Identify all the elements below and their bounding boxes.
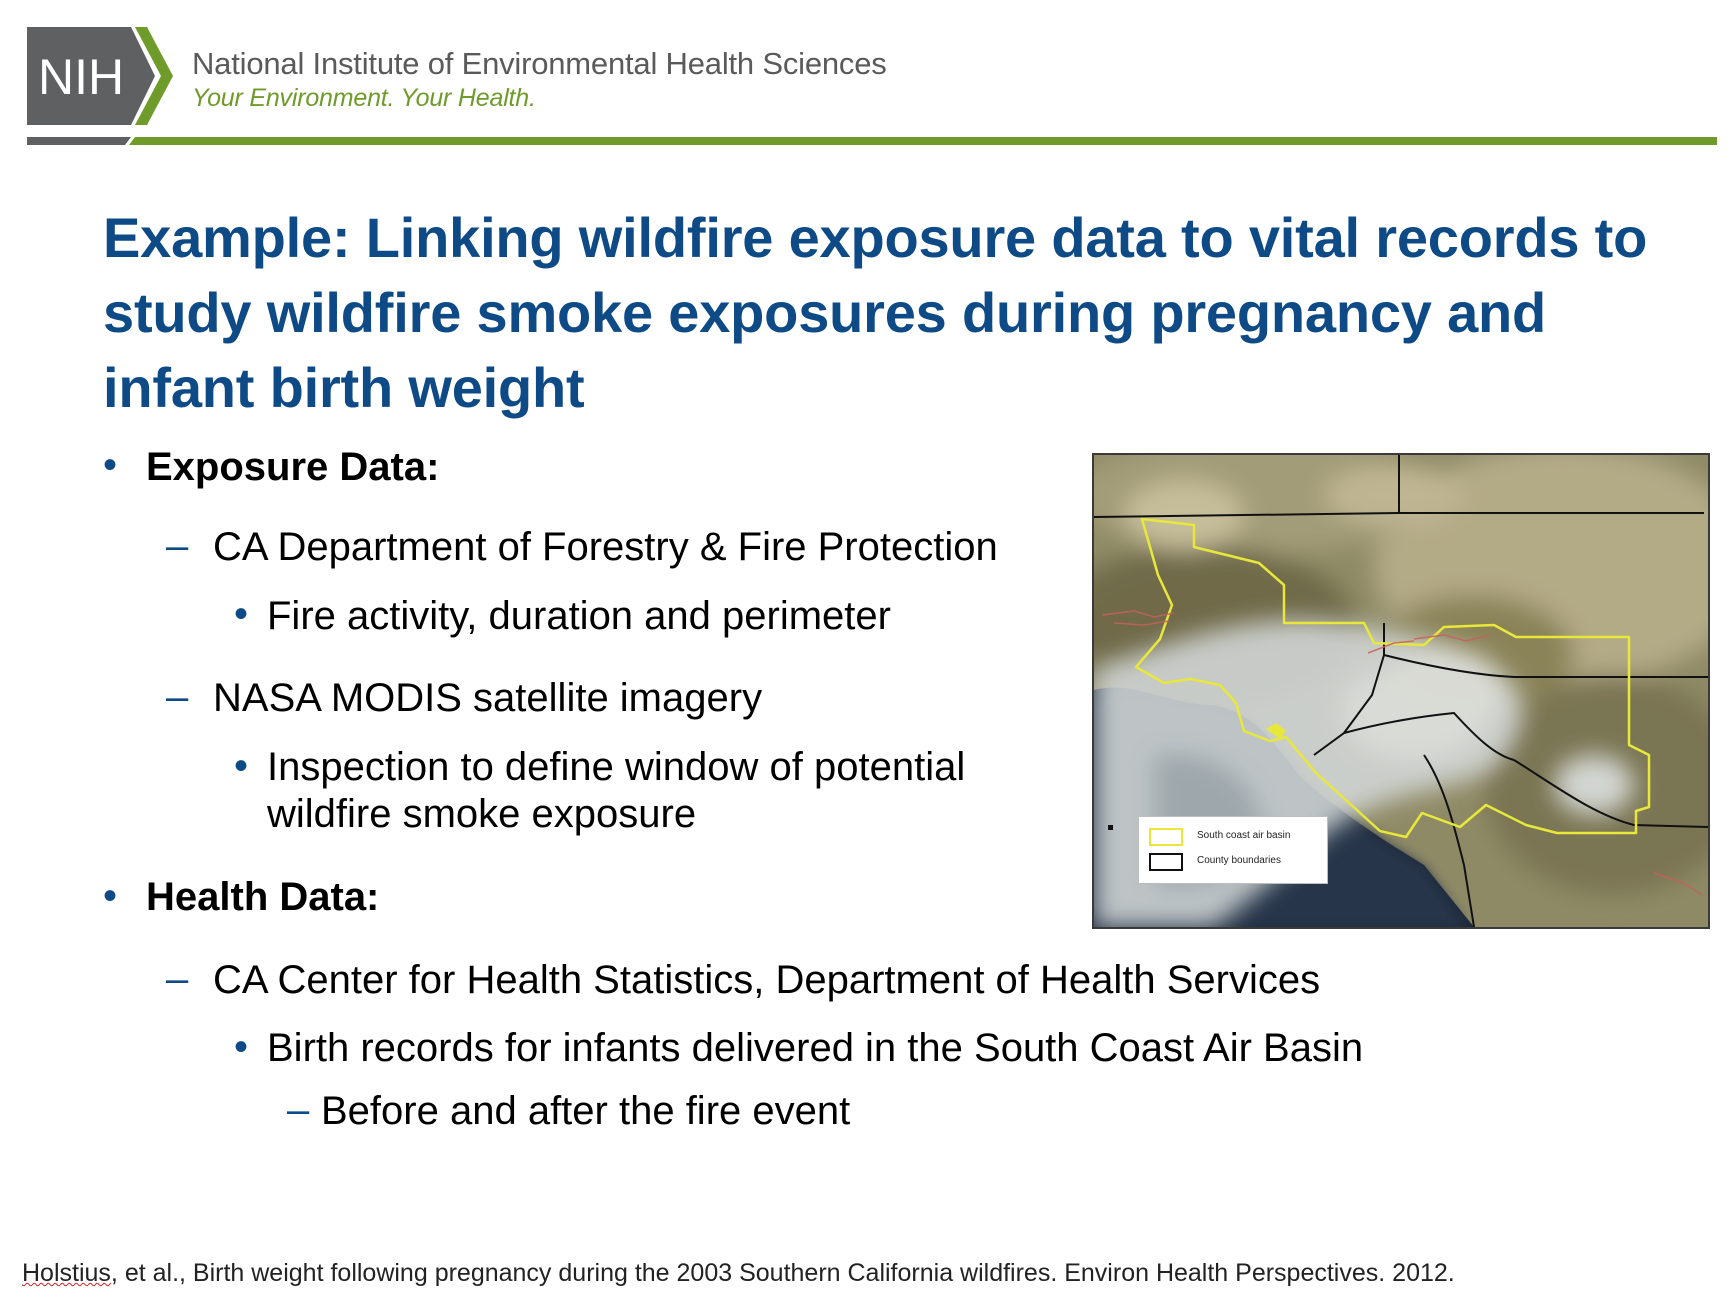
header-rule	[27, 137, 1717, 145]
citation-author: Holstius	[22, 1259, 111, 1287]
dash-marker: –	[166, 957, 189, 1001]
satellite-map-figure: South coast air basin County boundaries	[1092, 453, 1710, 929]
slide-title: Example: Linking wildfire exposure data …	[103, 206, 1648, 419]
logo-green-chevron	[135, 27, 173, 125]
health-source-cdph-subdetail: Before and after the fire event	[321, 1089, 851, 1133]
exposure-heading: Exposure Data:	[146, 445, 440, 489]
legend-swatch-air-basin	[1149, 828, 1183, 846]
dash-marker: –	[166, 524, 189, 568]
exposure-source-modis-detail-1: Inspection to define window of potential	[267, 745, 966, 789]
exposure-source-cal-fire-detail: Fire activity, duration and perimeter	[267, 594, 891, 638]
legend-label: County boundaries	[1197, 855, 1281, 866]
bullet-marker: •	[234, 1025, 249, 1069]
dash-marker: –	[287, 1088, 310, 1132]
health-source-cdph: CA Center for Health Statistics, Departm…	[213, 958, 1321, 1002]
exposure-source-modis: NASA MODIS satellite imagery	[213, 676, 763, 720]
legend-swatch-county	[1149, 853, 1183, 871]
logo-text: NIH	[38, 49, 124, 105]
bullet-marker: •	[234, 592, 249, 636]
satellite-map-image	[1094, 455, 1708, 927]
citation: Holstius, et al., Birth weight following…	[22, 1259, 1455, 1288]
nih-logo: NIH	[27, 27, 173, 125]
legend-label: South coast air basin	[1197, 830, 1291, 841]
exposure-source-modis-detail-2: wildfire smoke exposure	[267, 792, 697, 836]
org-name: National Institute of Environmental Heal…	[192, 46, 887, 81]
bullet-marker: •	[103, 874, 118, 918]
bullet-marker: •	[103, 443, 118, 487]
dash-marker: –	[166, 675, 189, 719]
health-heading: Health Data:	[146, 875, 380, 919]
exposure-source-cal-fire: CA Department of Forestry & Fire Protect…	[213, 525, 998, 569]
health-source-cdph-detail: Birth records for infants delivered in t…	[267, 1026, 1364, 1070]
bullet-marker: •	[234, 744, 249, 788]
citation-text: , et al., Birth weight following pregnan…	[110, 1259, 1455, 1287]
logo-gray-block	[27, 27, 155, 125]
org-tagline: Your Environment. Your Health.	[192, 84, 536, 112]
map-legend: South coast air basin County boundaries	[1138, 816, 1328, 884]
